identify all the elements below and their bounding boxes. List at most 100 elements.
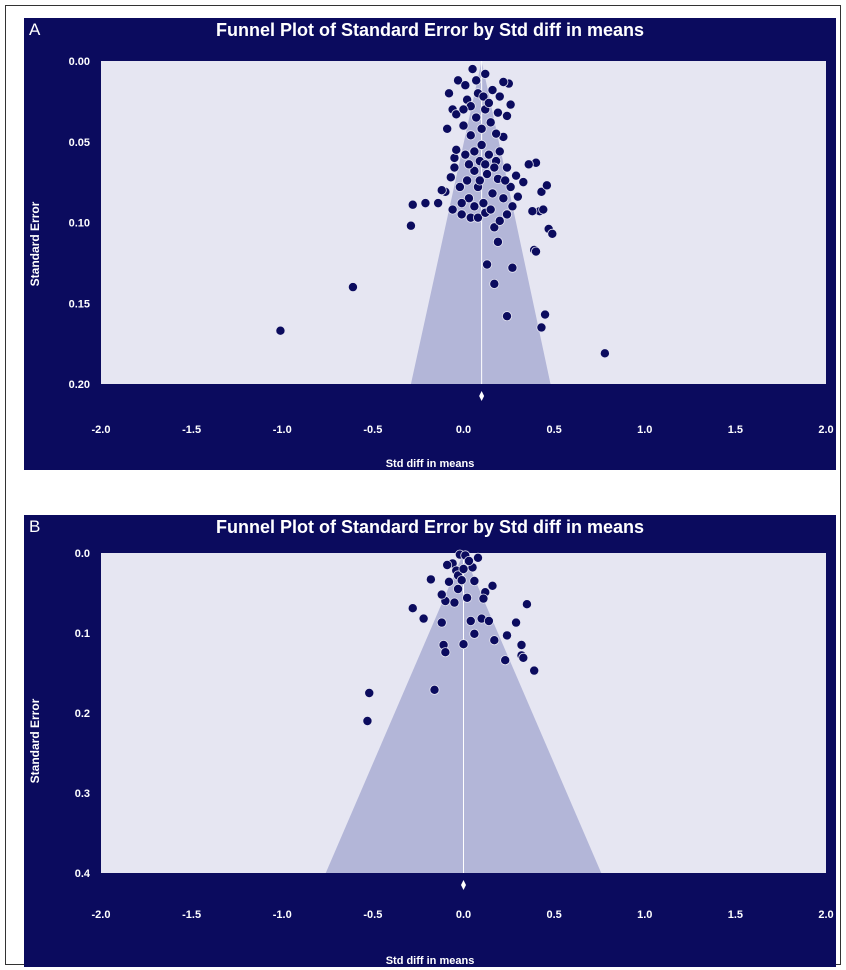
data-point: [451, 109, 462, 120]
data-point: [472, 212, 483, 223]
data-point: [505, 99, 516, 110]
data-point: [469, 201, 480, 212]
data-point: [540, 309, 551, 320]
x-tick-label: 1.5: [728, 909, 743, 921]
data-point: [494, 215, 505, 226]
plot-area: -2.0 -1.5 -1.0 -0.5 0.0 0.5 1.0 1.5 2.0 0.00 0.05 0…: [69, 56, 834, 436]
data-point: [465, 130, 476, 141]
data-point: [445, 172, 456, 183]
data-point: [460, 80, 471, 91]
data-point: [485, 117, 496, 128]
data-point: [463, 193, 474, 204]
x-tick-label: 2.0: [818, 424, 833, 436]
data-point: [443, 88, 454, 99]
data-point: [487, 188, 498, 199]
data-point: [425, 574, 436, 585]
data-point: [523, 159, 534, 170]
data-point: [599, 348, 610, 359]
x-tick-label: -0.5: [363, 424, 382, 436]
data-point: [436, 185, 447, 196]
x-axis-label: Std diff in means: [385, 955, 475, 967]
data-point: [458, 104, 469, 115]
x-tick-label: 1.0: [637, 909, 652, 921]
data-point: [453, 75, 464, 86]
data-point: [489, 162, 500, 173]
data-point: [501, 162, 512, 173]
data-point: [492, 236, 503, 247]
data-point: [364, 687, 375, 698]
summary-diamond: [461, 880, 466, 890]
panel-label: B: [29, 517, 41, 536]
data-point: [501, 110, 512, 121]
data-point: [489, 222, 500, 233]
data-point: [527, 206, 538, 217]
x-tick-label: 1.0: [637, 424, 652, 436]
data-point: [478, 198, 489, 209]
y-tick-label: 0.0: [75, 548, 90, 560]
x-tick-label: -1.0: [273, 909, 292, 921]
data-point: [458, 639, 469, 650]
data-point: [511, 617, 522, 628]
data-point: [447, 204, 458, 215]
data-point: [482, 259, 493, 270]
data-point: [521, 599, 532, 610]
data-point: [440, 647, 451, 658]
data-point: [480, 68, 491, 79]
data-point: [429, 684, 440, 695]
x-tick-label: 0.0: [456, 909, 471, 921]
data-point: [449, 597, 460, 608]
data-point: [474, 175, 485, 186]
data-point: [529, 665, 540, 676]
x-tick-label: -2.0: [92, 909, 111, 921]
data-point: [469, 576, 480, 587]
data-point: [518, 177, 529, 188]
data-point: [541, 180, 552, 191]
data-point: [443, 576, 454, 587]
data-point: [483, 97, 494, 108]
x-tick-label: -2.0: [92, 424, 111, 436]
data-point: [478, 91, 489, 102]
data-point: [480, 159, 491, 170]
data-point: [500, 175, 511, 186]
x-tick-label: 0.0: [456, 424, 471, 436]
data-point: [449, 162, 460, 173]
x-axis-label: Std diff in means: [385, 458, 475, 470]
y-tick-label: 0.1: [75, 628, 90, 640]
data-point: [492, 107, 503, 118]
funnel-plot-panel-a: A Funnel Plot of Standard Error by Std d…: [24, 18, 836, 470]
data-point: [489, 635, 500, 646]
panel-label: A: [29, 20, 41, 39]
x-tick-label: -1.5: [182, 909, 201, 921]
data-point: [407, 199, 418, 210]
y-tick-label: 0.15: [69, 298, 90, 310]
y-tick-label: 0.2: [75, 708, 90, 720]
data-point: [454, 181, 465, 192]
plot-area: -2.0 -1.5 -1.0 -0.5 0.0 0.5 1.0 1.5 2.0 0.0 0.1 0.2…: [75, 548, 834, 921]
data-point: [501, 209, 512, 220]
data-point: [485, 204, 496, 215]
data-point: [512, 191, 523, 202]
y-tick-label: 0.05: [69, 137, 90, 149]
data-point: [498, 193, 509, 204]
data-point: [463, 556, 474, 567]
data-point: [442, 123, 453, 134]
data-point: [458, 120, 469, 131]
data-point: [407, 603, 418, 614]
data-point: [467, 64, 478, 75]
funnel-plot-panel-b: B Funnel Plot of Standard Error by Std d…: [24, 515, 836, 967]
data-point: [449, 152, 460, 163]
data-point: [536, 186, 547, 197]
data-point: [458, 564, 469, 575]
x-tick-label: -0.5: [363, 909, 382, 921]
data-point: [518, 652, 529, 663]
data-point: [472, 552, 483, 563]
y-tick-label: 0.10: [69, 218, 90, 230]
x-tick-label: 0.5: [546, 909, 561, 921]
data-point: [275, 325, 286, 336]
data-point: [456, 575, 467, 586]
x-tick-label: 0.5: [546, 424, 561, 436]
data-point: [471, 75, 482, 86]
data-point: [501, 630, 512, 641]
data-point: [453, 584, 464, 595]
data-point: [505, 181, 516, 192]
